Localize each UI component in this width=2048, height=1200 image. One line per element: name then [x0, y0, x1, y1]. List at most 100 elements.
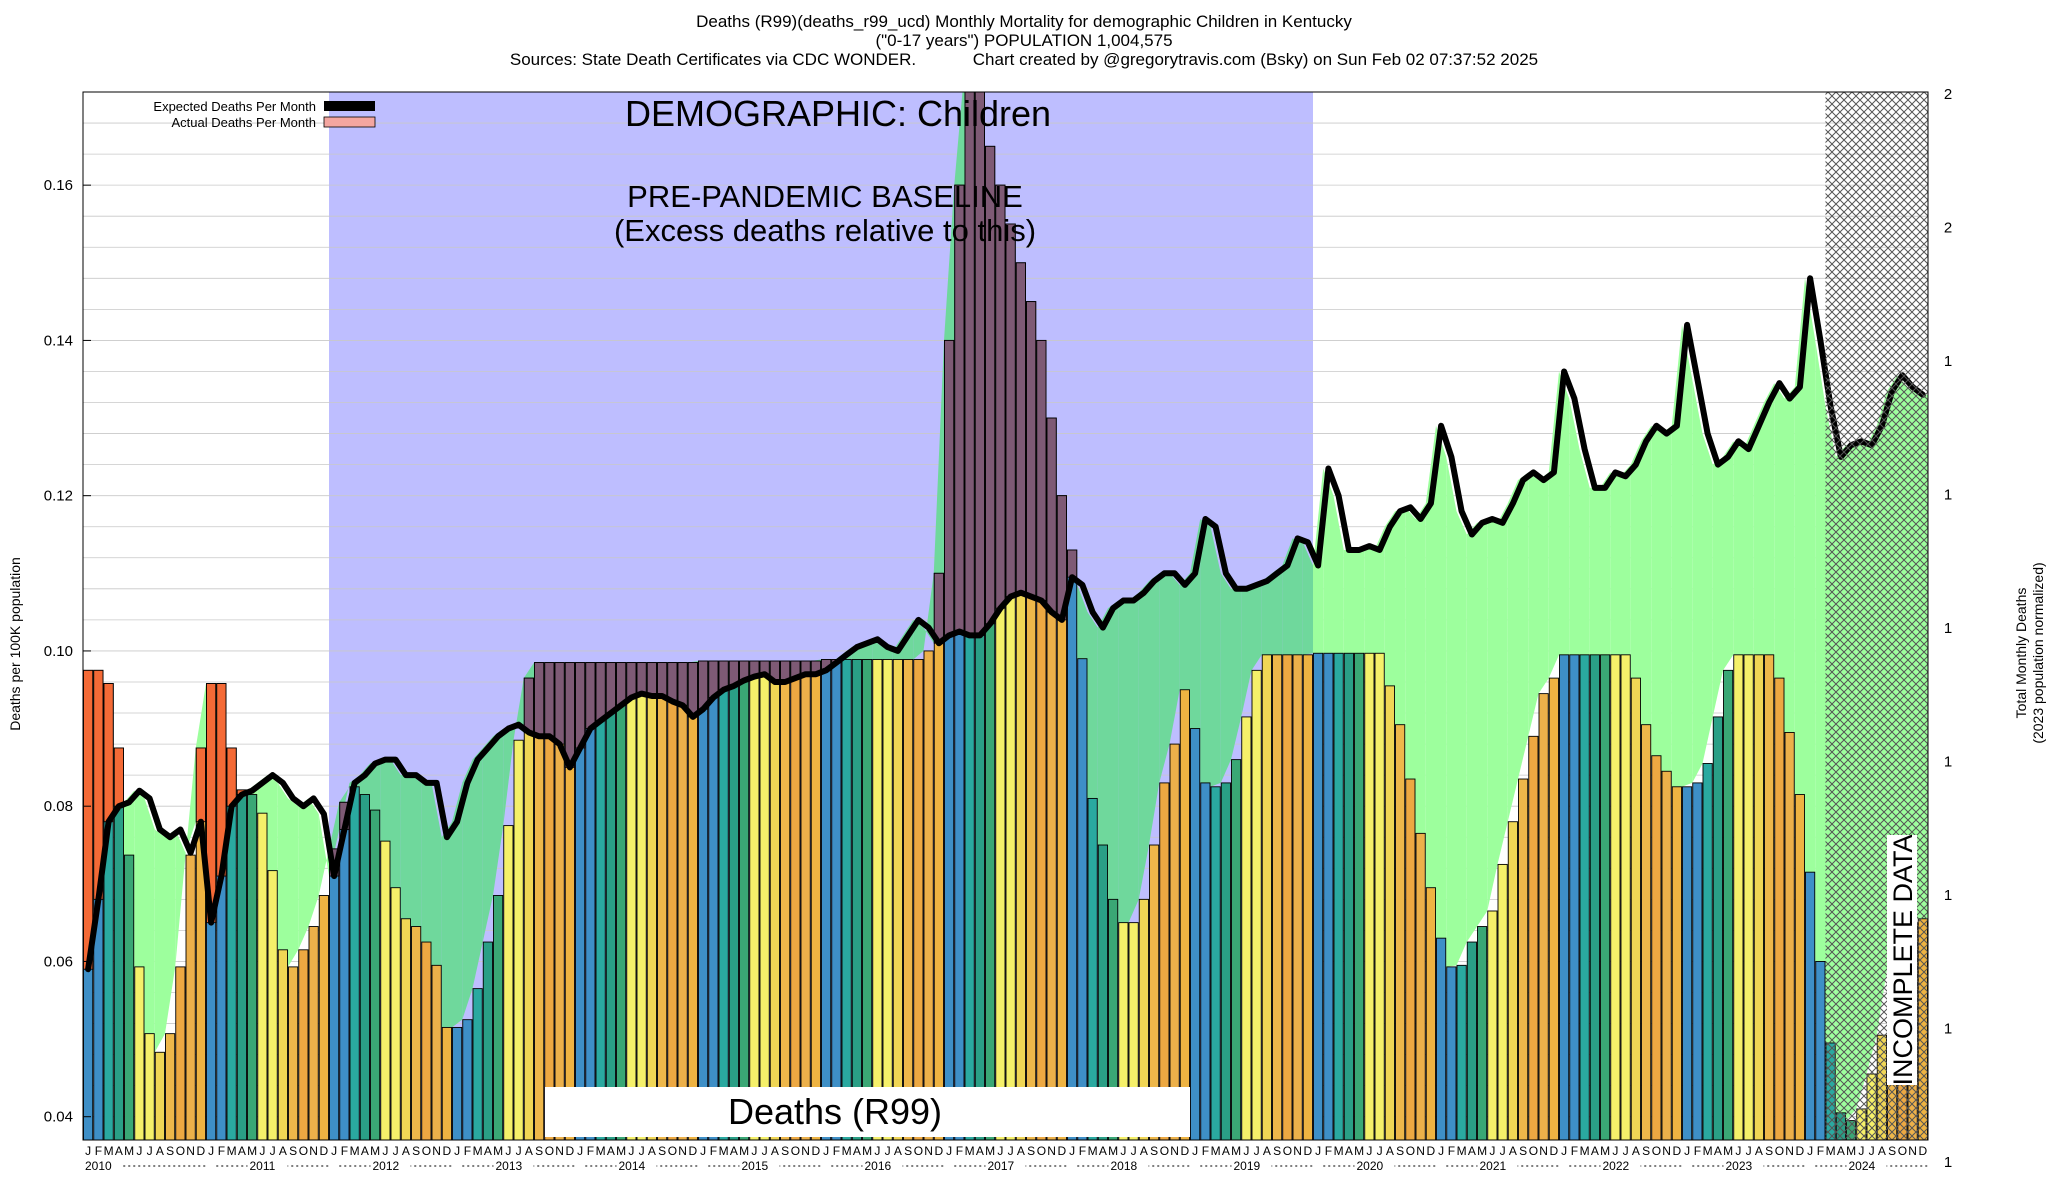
month-label: J [946, 1144, 952, 1158]
excess-segment [1302, 542, 1313, 655]
month-label: O [1898, 1144, 1907, 1158]
month-label: A [771, 1144, 779, 1158]
actual-bar [1764, 654, 1775, 1140]
actual-bar [1261, 654, 1272, 1140]
excess-segment [1569, 398, 1580, 655]
month-label: J [762, 1144, 768, 1158]
month-label: S [1396, 1144, 1404, 1158]
month-label: O [1406, 1144, 1415, 1158]
excess-segment [1395, 507, 1406, 780]
excess-segment [1118, 600, 1129, 923]
actual-bar [400, 918, 411, 1140]
month-label: A [1468, 1144, 1476, 1158]
y-axis-label-left: Deaths per 100K population [7, 557, 23, 731]
month-label: F [464, 1144, 471, 1158]
actual-bar [1651, 755, 1662, 1140]
demographic-label: DEMOGRAPHIC: Children [625, 93, 1051, 134]
month-label: A [1345, 1144, 1353, 1158]
excess-bar-segment [964, 92, 975, 636]
excess-bar-segment [657, 662, 668, 697]
excess-segment [1620, 464, 1631, 679]
month-label: A [402, 1144, 410, 1158]
actual-bar [1087, 797, 1098, 1140]
actual-bar [1415, 832, 1426, 1140]
actual-bar [1077, 658, 1088, 1140]
excess-bar-segment [995, 184, 1006, 609]
excess-segment [1087, 612, 1098, 846]
excess-segment [1436, 425, 1447, 967]
year-label-bg [1723, 1158, 1764, 1172]
month-label: J [393, 1144, 399, 1158]
month-label: S [535, 1144, 543, 1158]
year-label-bg [1354, 1158, 1395, 1172]
actual-bar [1241, 716, 1252, 1140]
actual-bar [1641, 724, 1652, 1140]
actual-bar [1108, 898, 1119, 1140]
month-label: M [370, 1144, 380, 1158]
month-label: M [1580, 1144, 1590, 1158]
excess-bar-segment [585, 662, 596, 730]
month-label: M [985, 1144, 995, 1158]
excess-segment [277, 782, 288, 967]
actual-bar [1528, 735, 1539, 1140]
month-label: M [842, 1144, 852, 1158]
actual-bar [1138, 898, 1149, 1140]
month-label: S [904, 1144, 912, 1158]
year-label: 2024 [1849, 1159, 1876, 1173]
excess-bar-segment [636, 662, 647, 695]
month-label: J [1254, 1144, 1260, 1158]
month-label: J [1735, 1144, 1741, 1158]
excess-bar-segment [1026, 301, 1037, 598]
actual-bar [800, 660, 811, 1140]
baseline-label-line2: (Excess deaths relative to this) [614, 213, 1036, 248]
month-label: F [218, 1144, 225, 1158]
month-label: N [1908, 1144, 1917, 1158]
actual-bar [1354, 652, 1365, 1140]
actual-bar [288, 966, 299, 1140]
actual-bar [1579, 654, 1590, 1140]
excess-segment [1097, 608, 1108, 900]
month-label: J [639, 1144, 645, 1158]
month-label: A [648, 1144, 656, 1158]
actual-bar [780, 660, 791, 1140]
actual-bar [821, 659, 832, 1140]
month-label: D [320, 1144, 329, 1158]
excess-segment [1241, 584, 1252, 717]
year-label-bg [1231, 1158, 1272, 1172]
excess-segment [1231, 588, 1242, 760]
actual-bar [359, 794, 370, 1140]
actual-bar [165, 1033, 176, 1140]
month-label: J [147, 1144, 153, 1158]
excess-segment [1774, 383, 1785, 733]
excess-bar-segment [1005, 223, 1016, 598]
month-label: A [1099, 1144, 1107, 1158]
excess-segment [462, 759, 473, 1020]
month-label: J [1869, 1144, 1875, 1158]
month-label: M [493, 1144, 503, 1158]
excess-bar-segment [667, 662, 678, 702]
actual-bar [452, 1026, 463, 1140]
right-tick-label: 2 [1944, 86, 1952, 103]
actual-bar [1487, 910, 1498, 1140]
actual-bar [1159, 782, 1170, 1140]
actual-bar [728, 660, 739, 1140]
month-label: M [1477, 1144, 1487, 1158]
month-label: J [270, 1144, 276, 1158]
month-label: N [555, 1144, 564, 1158]
excess-bar-segment [554, 662, 565, 745]
month-label: F [1448, 1144, 1455, 1158]
legend-actual-label: Actual Deaths Per Month [171, 115, 316, 130]
month-label: D [1673, 1144, 1682, 1158]
excess-bar-segment [626, 662, 637, 698]
actual-bar [1292, 654, 1303, 1140]
actual-bar [841, 659, 852, 1140]
month-label: F [587, 1144, 594, 1158]
month-label: S [1888, 1144, 1896, 1158]
excess-segment [1384, 511, 1395, 725]
month-label: M [1457, 1144, 1467, 1158]
cause-label: Deaths (R99) [728, 1091, 942, 1132]
month-label: O [1160, 1144, 1169, 1158]
legend-expected-swatch [324, 101, 375, 111]
actual-bar [431, 964, 442, 1140]
month-label: J [1192, 1144, 1198, 1158]
